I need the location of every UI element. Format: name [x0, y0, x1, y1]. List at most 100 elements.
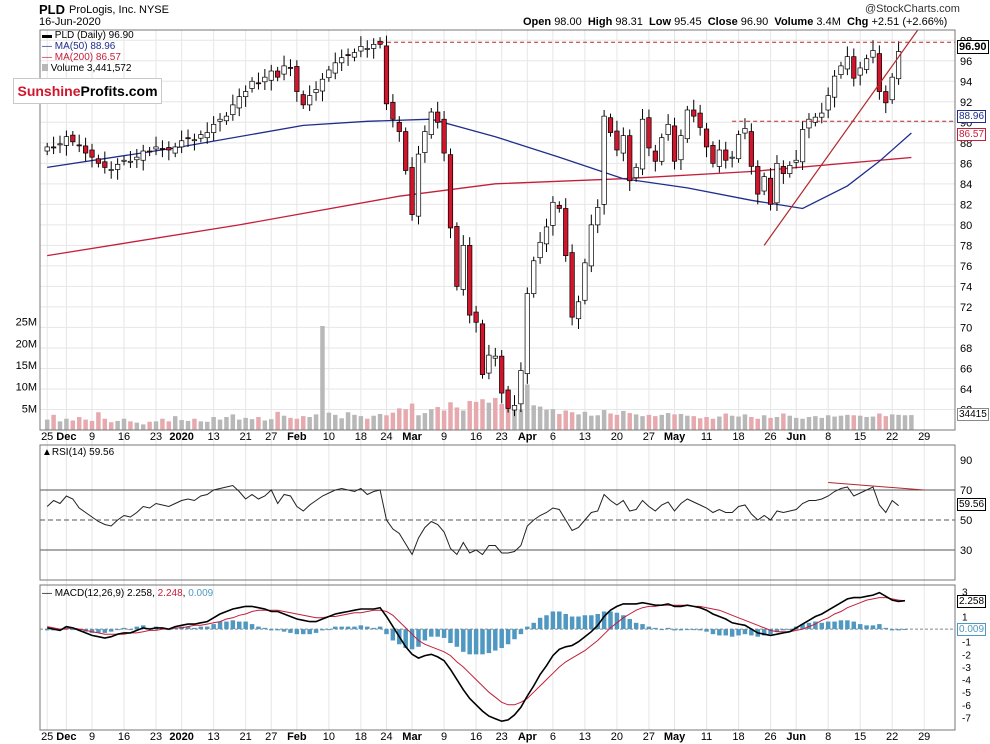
ma50-badge: 88.96 — [957, 110, 987, 123]
legend-ma200-text: MA(200) 86.57 — [54, 52, 121, 63]
volume-bar — [768, 417, 773, 430]
candle-up — [524, 293, 530, 374]
macd-histogram-bar — [576, 616, 581, 630]
candle-up — [735, 134, 742, 160]
volume-bar — [480, 399, 485, 430]
candle-up — [812, 116, 818, 123]
macd-panel — [40, 591, 955, 723]
volume-bar — [550, 409, 556, 430]
candle-up — [857, 67, 863, 76]
candle-up — [204, 132, 210, 139]
x-tick-label: 9 — [89, 731, 95, 743]
candle-up — [262, 76, 268, 83]
x-tick-label: 8 — [825, 731, 831, 743]
candle-down — [767, 177, 774, 205]
macd-signal-value: 2.248 — [157, 588, 183, 599]
volume-bar — [761, 415, 767, 430]
volume-bar — [64, 418, 69, 430]
macd-tick-label: -1 — [962, 638, 971, 649]
volume-bar — [665, 413, 671, 430]
macd-histogram-bar — [870, 625, 876, 630]
candle-down — [755, 166, 761, 195]
x-tick-label: 29 — [918, 731, 930, 743]
candle-up — [211, 124, 217, 133]
candle-up — [633, 167, 639, 179]
legend-ma200: — MA(200) 86.57 — [42, 52, 121, 63]
volume-bar — [832, 416, 837, 430]
candle-up — [198, 134, 204, 139]
x-tick-label: 16 — [470, 731, 482, 743]
macd-histogram-bar — [269, 629, 274, 631]
price-tick-label: 96 — [960, 56, 972, 68]
candle-down — [89, 149, 95, 158]
volume-bar — [108, 422, 114, 430]
candle-down — [441, 118, 447, 154]
volume-tick-label: 15M — [16, 360, 37, 372]
volume-bar — [243, 417, 248, 430]
x-tick-label: 16 — [470, 431, 482, 443]
volume-bar — [461, 410, 466, 430]
macd-legend: — MACD(12,26,9) 2.258, 2.248, 0.009 — [42, 588, 214, 599]
x-tick-label: 25 — [41, 731, 53, 743]
volume-bar — [697, 418, 703, 430]
volume-bar — [800, 418, 805, 430]
volume-bar — [326, 412, 332, 430]
volume-bar — [710, 418, 716, 430]
candle-down — [275, 70, 281, 78]
candle-down — [255, 82, 262, 85]
volume-bar — [192, 418, 197, 430]
price-tick-label: 82 — [960, 199, 972, 211]
volume-bar — [845, 414, 850, 430]
macd-histogram-bar — [608, 611, 613, 630]
candle-up — [537, 241, 543, 259]
candle-down — [710, 145, 716, 164]
macd-histogram-bar — [851, 621, 857, 630]
volume-bar — [281, 415, 287, 430]
price-tick-label: 78 — [960, 240, 972, 252]
x-tick-label: 21 — [240, 731, 252, 743]
volume-bar — [269, 419, 274, 430]
candle-down — [409, 167, 415, 215]
volume-bar — [659, 414, 664, 430]
macd-histogram-bar — [825, 621, 831, 630]
volume-bar — [96, 412, 101, 430]
ma200-badge: 86.57 — [957, 128, 987, 141]
volume-bar — [793, 417, 799, 430]
candle-up — [659, 137, 665, 162]
macd-histogram-bar — [89, 629, 95, 633]
axis-labels: 2525DecDec991616232320202020131321212727… — [16, 35, 973, 743]
rsi-tick-label: 90 — [960, 455, 972, 467]
candle-up — [492, 355, 498, 359]
candle-down — [703, 128, 710, 148]
volume-bar — [83, 419, 88, 430]
volume-bar — [172, 416, 178, 430]
company-name: ProLogis, Inc. — [69, 4, 137, 16]
volume-bar — [838, 415, 844, 430]
macd-histogram-bar — [512, 629, 517, 640]
macd-histogram-bar — [531, 622, 536, 630]
volume-bar — [729, 415, 735, 430]
x-tick-label: 22 — [886, 731, 898, 743]
x-tick-label: Mar — [402, 731, 422, 743]
candle-down — [607, 117, 614, 133]
x-tick-label: 25 — [41, 431, 53, 443]
volume-bar — [70, 420, 76, 430]
volume-bar — [742, 414, 748, 430]
legend-volume-text: Volume 3,441,572 — [50, 63, 132, 74]
volume-bar — [288, 417, 293, 430]
candle-up — [127, 160, 134, 163]
volume-bar — [422, 413, 428, 430]
candle-up — [44, 146, 50, 152]
volume-bar — [640, 416, 645, 430]
price-tick-label: 68 — [960, 343, 972, 355]
macd-histogram-bar — [365, 626, 370, 630]
x-tick-label: 24 — [380, 431, 392, 443]
macd-histogram-bar — [249, 624, 255, 630]
legend-volume: Volume 3,441,572 — [42, 63, 131, 74]
volume-bar — [627, 413, 632, 430]
macd-histogram-bar — [473, 629, 479, 655]
macd-histogram-bar — [806, 622, 812, 630]
volume-bar — [230, 414, 236, 430]
candle-up — [844, 56, 850, 70]
volume-bar — [537, 406, 543, 430]
